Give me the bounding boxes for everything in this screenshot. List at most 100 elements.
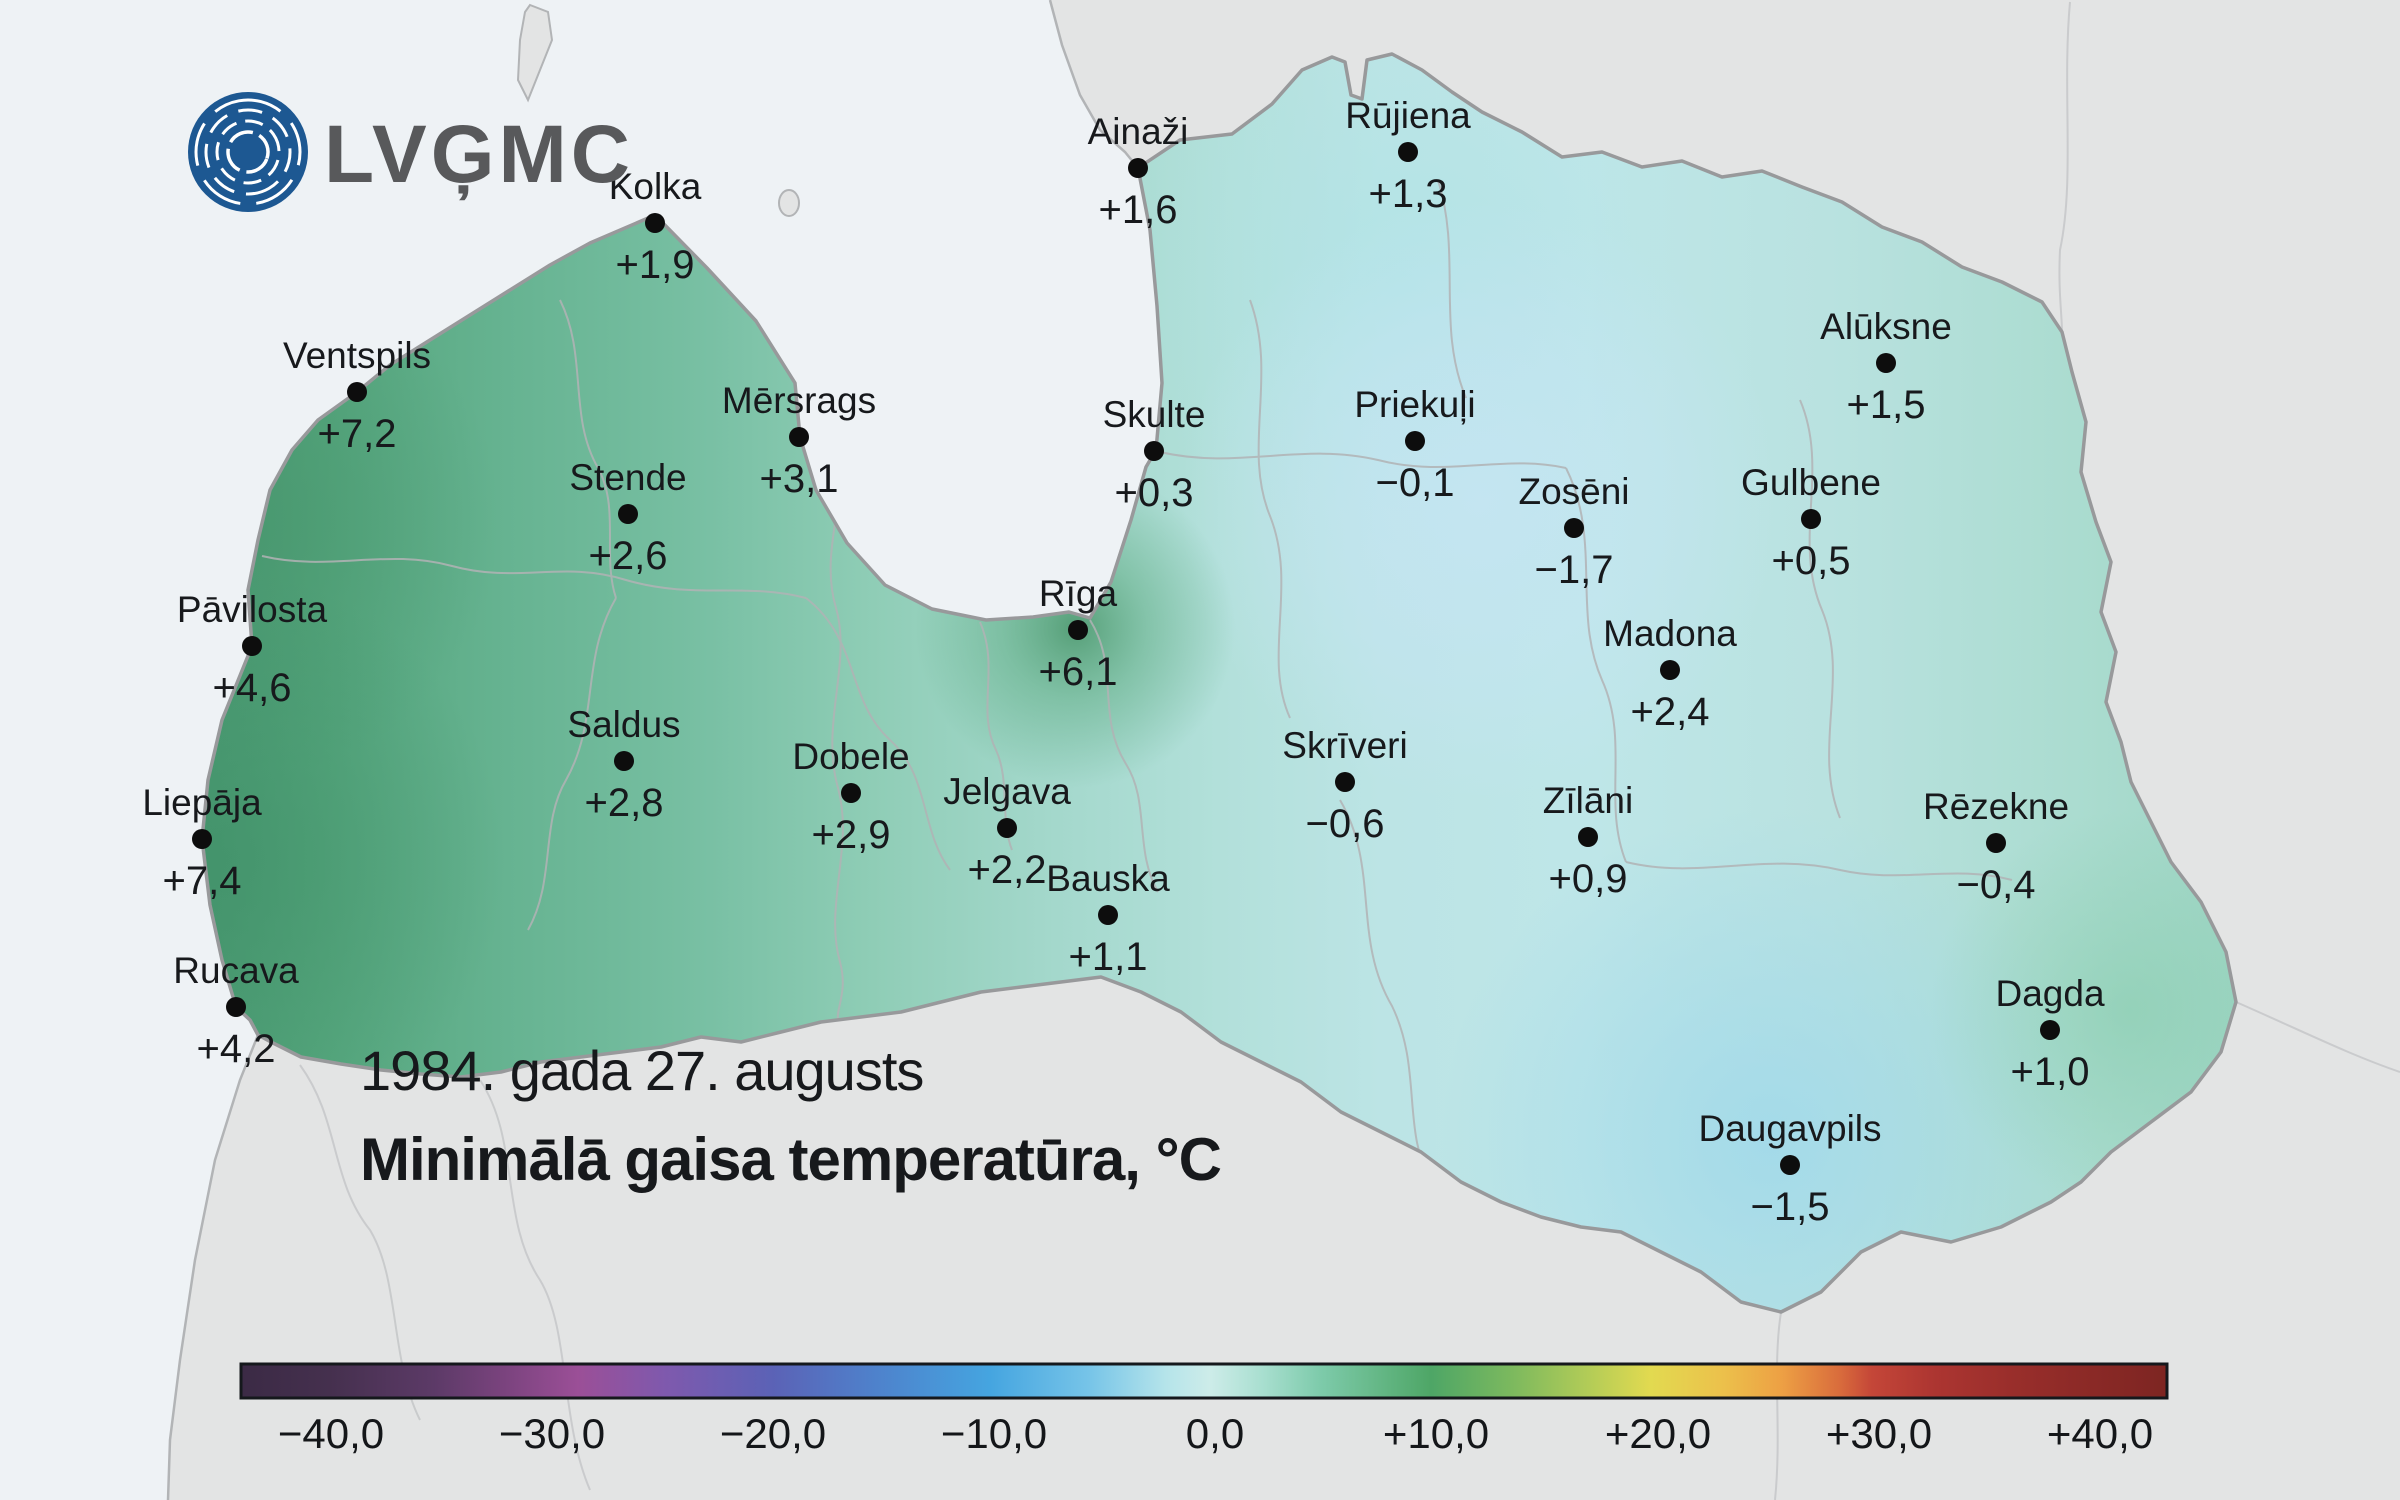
station-value-label: +2,4 [1631, 690, 1710, 734]
station-dot [226, 997, 246, 1017]
station-rucava: Rucava +4,2 [173, 950, 299, 1071]
station-name-label: Saldus [567, 704, 680, 745]
station-dot [242, 636, 262, 656]
station-name-label: Liepāja [142, 782, 262, 823]
municipality-borders [261, 179, 2013, 1181]
station-bauska: Bauska +1,1 [1046, 858, 1170, 979]
station-name-label: Jelgava [943, 771, 1071, 812]
station-alūksne: Alūksne +1,5 [1820, 306, 1952, 427]
lvgmc-logo-text: LVĢMC [324, 109, 634, 200]
colorbar-tick-label: +10,0 [1383, 1410, 1489, 1457]
station-dot [1876, 353, 1896, 373]
station-dot [614, 751, 634, 771]
station-value-label: −0,4 [1957, 863, 2036, 907]
station-name-label: Bauska [1046, 858, 1170, 899]
colorbar-tick-label: +30,0 [1826, 1410, 1932, 1457]
station-rūjiena: Rūjiena +1,3 [1345, 95, 1471, 216]
station-dot [1144, 441, 1164, 461]
lithuania-coastline [166, 1034, 260, 1500]
station-name-label: Kolka [609, 166, 702, 207]
station-zīlāni: Zīlāni +0,9 [1543, 780, 1633, 901]
station-dot [1801, 509, 1821, 529]
baltic-sea [0, 0, 1162, 1500]
station-name-label: Alūksne [1820, 306, 1952, 347]
station-daugavpils: Daugavpils −1,5 [1698, 1108, 1881, 1229]
station-name-label: Rūjiena [1345, 95, 1471, 136]
station-value-label: +1,6 [1099, 188, 1178, 232]
station-name-label: Mērsrags [722, 380, 876, 421]
station-dot [1986, 833, 2006, 853]
station-zosēni: Zosēni −1,7 [1518, 471, 1629, 592]
station-dot [1660, 660, 1680, 680]
station-value-label: +1,3 [1369, 172, 1448, 216]
station-value-label: +4,6 [213, 666, 292, 710]
station-saldus: Saldus +2,8 [567, 704, 680, 825]
station-dot [1068, 620, 1088, 640]
colorbar-tick-label: −20,0 [720, 1410, 826, 1457]
station-dot [1780, 1155, 1800, 1175]
station-name-label: Daugavpils [1698, 1108, 1881, 1149]
station-value-label: +0,5 [1772, 539, 1851, 583]
colorbar-tick-label: −40,0 [278, 1410, 384, 1457]
station-value-label: +2,2 [968, 848, 1047, 892]
stations-layer: Kolka +1,9 Ainaži +1,6 Rūjiena +1,3 Ventspils +… [142, 95, 2105, 1229]
station-name-label: Pāvilosta [177, 589, 328, 630]
ruhnu-island [778, 189, 800, 217]
station-name-label: Zosēni [1518, 471, 1629, 512]
station-name-label: Ventspils [283, 335, 431, 376]
colorbar-tick-label: +40,0 [2047, 1410, 2153, 1457]
station-name-label: Zīlāni [1543, 780, 1633, 821]
lvgmc-logo: LVĢMC [188, 92, 634, 212]
estonia-coastline [1048, 0, 1139, 169]
colorbar-tick-label: +20,0 [1605, 1410, 1711, 1457]
station-madona: Madona +2,4 [1603, 613, 1737, 734]
station-value-label: −1,7 [1535, 548, 1614, 592]
station-value-label: +1,9 [616, 243, 695, 287]
station-value-label: +7,4 [163, 859, 242, 903]
station-dot [1335, 772, 1355, 792]
station-skulte: Skulte +0,3 [1103, 394, 1206, 515]
station-dot [997, 818, 1017, 838]
station-dot [192, 829, 212, 849]
station-mērsrags: Mērsrags +3,1 [722, 380, 876, 501]
station-dot [618, 504, 638, 524]
station-value-label: −1,5 [1751, 1185, 1830, 1229]
station-dobele: Dobele +2,9 [792, 736, 909, 857]
station-value-label: +0,3 [1115, 471, 1194, 515]
station-name-label: Priekuļi [1354, 384, 1475, 425]
station-dot [1398, 142, 1418, 162]
station-name-label: Rucava [173, 950, 299, 991]
station-value-label: −0,6 [1306, 802, 1385, 846]
colorbar-gradient-bar [239, 1362, 2169, 1400]
colorbar-tick-label: 0,0 [1186, 1410, 1244, 1457]
station-value-label: +0,9 [1549, 857, 1628, 901]
station-name-label: Dobele [792, 736, 909, 777]
station-dot [347, 382, 367, 402]
station-stende: Stende +2,6 [569, 457, 686, 578]
station-kolka: Kolka +1,9 [609, 166, 702, 287]
lvgmc-logo-icon [188, 92, 308, 212]
station-dot [1098, 905, 1118, 925]
station-name-label: Rēzekne [1923, 786, 2069, 827]
station-gulbene: Gulbene +0,5 [1741, 462, 1881, 583]
colorbar-tick-label: −10,0 [941, 1410, 1047, 1457]
station-value-label: +6,1 [1039, 650, 1118, 694]
station-dot [1578, 827, 1598, 847]
station-dagda: Dagda +1,0 [1995, 973, 2104, 1094]
station-rīga: Rīga +6,1 [1039, 573, 1118, 694]
station-ainaži: Ainaži +1,6 [1088, 111, 1189, 232]
station-dot [2040, 1020, 2060, 1040]
station-dot [645, 213, 665, 233]
station-name-label: Stende [569, 457, 686, 498]
station-name-label: Skrīveri [1282, 725, 1407, 766]
station-dot [841, 783, 861, 803]
station-name-label: Gulbene [1741, 462, 1881, 503]
foreign-borders [299, 1, 2400, 1500]
station-value-label: +2,6 [589, 534, 668, 578]
station-value-label: +7,2 [318, 412, 397, 456]
station-skrīveri: Skrīveri −0,6 [1282, 725, 1407, 846]
station-value-label: +1,1 [1069, 935, 1148, 979]
station-name-label: Ainaži [1088, 111, 1189, 152]
